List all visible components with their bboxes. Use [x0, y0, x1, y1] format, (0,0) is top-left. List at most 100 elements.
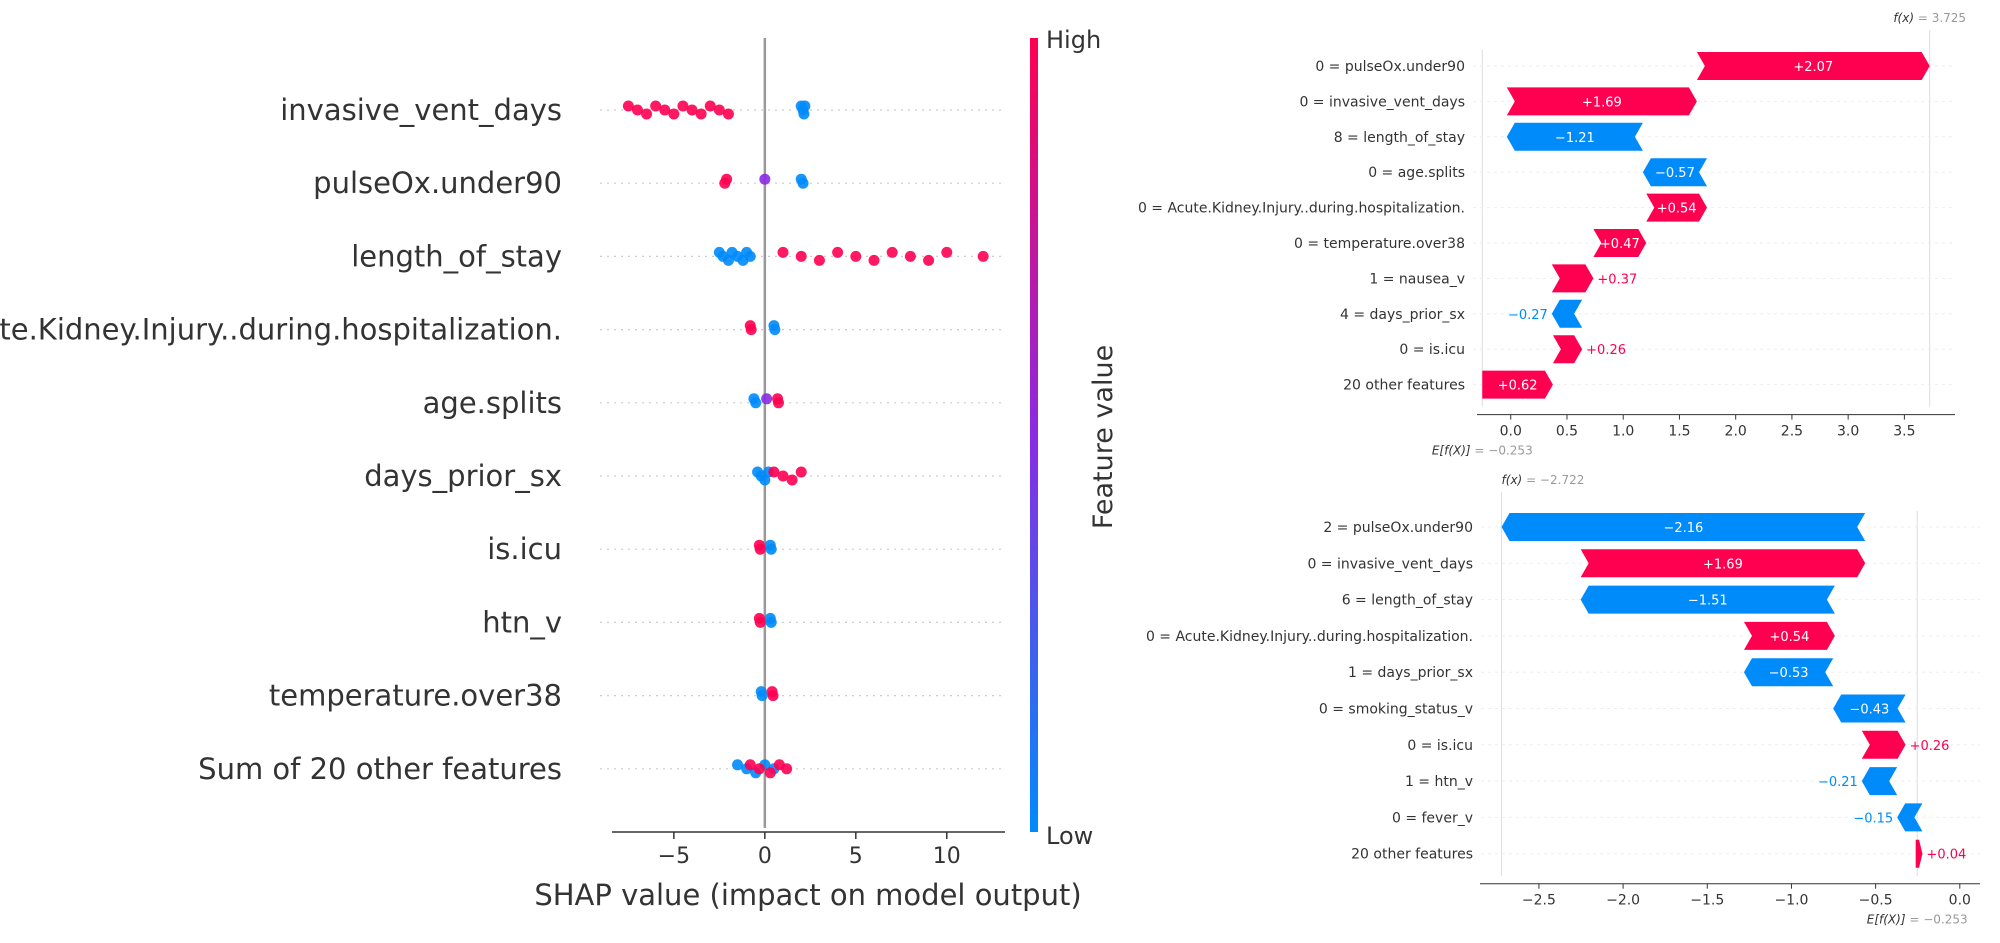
x-tick-label-2: 1.0	[1612, 424, 1634, 440]
x-tick-label-7: 3.5	[1893, 424, 1915, 440]
bar-8-length-of-stay	[1506, 122, 1643, 151]
point-temperature-over38-low-1	[756, 690, 768, 702]
row-label-1-nausea-v: 1 = nausea_v	[1369, 271, 1465, 287]
colorbar	[1030, 38, 1038, 832]
bar-value-0-age-splits: −0.57	[1655, 166, 1695, 181]
x-tick-label-3: −1.0	[1774, 893, 1808, 909]
point-invasive-vent-days-high-9	[704, 100, 716, 112]
bar-0-acute-kidney-injury-during-hospitalization	[1743, 621, 1835, 650]
feature-label-htn-v: htn_v	[482, 605, 562, 639]
point-invasive-vent-days-high-4	[659, 104, 671, 116]
bar-value-0-smoking-status-v: −0.43	[1849, 703, 1889, 718]
row-label-1-days-prior-sx: 1 = days_prior_sx	[1348, 665, 1473, 681]
point-length-of-stay-high-4	[850, 250, 862, 262]
point-length-of-stay-high-0	[777, 246, 789, 258]
x-tick-label-1: −2.0	[1606, 893, 1640, 909]
row-label-0-temperature-over38: 0 = temperature.over38	[1294, 236, 1465, 252]
bar-0-is-icu	[1552, 335, 1583, 364]
point-age-splits-mid-0	[761, 393, 773, 405]
bar-value-1-nausea-v: +0.37	[1597, 272, 1637, 287]
bar-6-length-of-stay	[1580, 585, 1835, 614]
bar-4-days-prior-sx	[1551, 299, 1583, 328]
x-tick-label-5: 0.0	[1949, 893, 1971, 909]
feature-label-invasive-vent-days: invasive_vent_days	[280, 93, 562, 127]
row-label-0-invasive-vent-days: 0 = invasive_vent_days	[1307, 556, 1473, 572]
point-length-of-stay-high-2	[813, 254, 825, 266]
bar-value-0-invasive-vent-days: +1.69	[1582, 95, 1622, 110]
row-label-4-days-prior-sx: 4 = days_prior_sx	[1340, 307, 1465, 323]
waterfall-chart-bottom: 2 = pulseOx.under90 −2.16 0 = invasive_ven…	[1146, 473, 1980, 927]
fx-label: f(x) = −2.722	[1502, 473, 1585, 487]
colorbar-low-label: Low	[1046, 822, 1093, 850]
x-tick-label-6: 3.0	[1837, 424, 1859, 440]
bar-0-is-icu	[1861, 730, 1906, 759]
bar-value-0-acute-kidney-injury-during-hospitalization: +0.54	[1770, 630, 1810, 645]
row-label-0-invasive-vent-days: 0 = invasive_vent_days	[1299, 94, 1465, 110]
row-label-6-length-of-stay: 6 = length_of_stay	[1342, 593, 1473, 609]
row-label-2-pulseox-under90: 2 = pulseOx.under90	[1323, 520, 1473, 536]
bar-value-0-acute-kidney-injury-during-hospitalization: +0.54	[1657, 202, 1697, 217]
x-tick-label-3: 10	[933, 844, 961, 869]
beeswarm-chart: invasive_vent_days pulseOx.under90 length_…	[0, 26, 1119, 912]
feature-label-pulseox-under90: pulseOx.under90	[313, 166, 562, 200]
feature-label-temperature-over38: temperature.over38	[269, 679, 562, 713]
point-is-icu-low-1	[765, 543, 777, 555]
bar-0-invasive-vent-days	[1506, 87, 1697, 116]
feature-label-days-prior-sx: days_prior_sx	[364, 459, 562, 493]
bar-value-0-is-icu: +0.26	[1586, 343, 1626, 358]
point-invasive-vent-days-low-3	[799, 100, 811, 112]
bar-1-htn-v	[1861, 767, 1898, 796]
feature-label-is-icu: is.icu	[487, 532, 562, 566]
bar-0-pulseox-under90	[1696, 52, 1930, 80]
bar-value-2-pulseox-under90: −2.16	[1663, 521, 1703, 536]
x-tick-label-2: 5	[849, 844, 863, 869]
bar-1-days-prior-sx	[1743, 658, 1834, 687]
point-temperature-over38-high-1	[767, 690, 779, 702]
bar-1-nausea-v	[1551, 264, 1594, 293]
row-label-0-smoking-status-v: 0 = smoking_status_v	[1319, 702, 1473, 718]
row-label-0-is-icu: 0 = is.icu	[1407, 738, 1473, 754]
bar-value-0-fever-v: −0.15	[1853, 811, 1893, 826]
point-invasive-vent-days-high-2	[641, 108, 653, 120]
bar-value-1-days-prior-sx: −0.53	[1769, 666, 1809, 681]
point-pulseox-under90-high-1	[719, 177, 731, 189]
point-invasive-vent-days-high-3	[650, 100, 662, 112]
fx-label: f(x) = 3.725	[1893, 11, 1966, 25]
feature-label-sum-of-20-other-features: Sum of 20 other features	[198, 752, 562, 786]
x-tick-label-1: 0	[758, 844, 772, 869]
row-label-0-acute-kidney-injury-during-hospitalization: 0 = Acute.Kidney.Injury..during.hospital…	[1146, 629, 1473, 645]
colorbar-high-label: High	[1046, 26, 1101, 54]
x-tick-label-4: 2.0	[1725, 424, 1747, 440]
x-tick-label-4: −0.5	[1859, 893, 1893, 909]
point-age-splits-low-1	[750, 397, 762, 409]
bar-0-invasive-vent-days	[1580, 549, 1866, 578]
ex-label: E[f(X)] = −0.253	[1867, 913, 1968, 927]
waterfall-chart-top: 0 = pulseOx.under90 +2.07 0 = invasive_ven…	[1138, 11, 1966, 458]
point-pulseox-under90-low-1	[797, 177, 809, 189]
point-length-of-stay-high-7	[904, 250, 916, 262]
point-days-prior-sx-high-0	[768, 466, 780, 478]
point-invasive-vent-days-high-5	[668, 108, 680, 120]
x-tick-label-3: 1.5	[1668, 424, 1690, 440]
point-invasive-vent-days-high-7	[686, 104, 698, 116]
x-tick-label-1: 0.5	[1556, 424, 1578, 440]
point-length-of-stay-high-9	[941, 246, 953, 258]
bar-value-1-htn-v: −0.21	[1818, 775, 1858, 790]
point-days-prior-sx-high-1	[777, 470, 789, 482]
x-tick-label-2: −1.5	[1690, 893, 1724, 909]
point-length-of-stay-high-10	[977, 250, 989, 262]
row-label-20-other-features: 20 other features	[1351, 847, 1473, 863]
point-length-of-stay-high-3	[832, 246, 844, 258]
bar-value-0-pulseox-under90: +2.07	[1793, 60, 1833, 75]
point-acute-kidney-injury-during-hospitalization-low-1	[769, 324, 781, 336]
bar-value-0-temperature-over38: +0.47	[1600, 237, 1640, 252]
row-label-0-pulseox-under90: 0 = pulseOx.under90	[1315, 59, 1465, 75]
point-sum-of-20-other-features-high-1	[753, 763, 765, 775]
point-invasive-vent-days-high-0	[622, 100, 634, 112]
point-days-prior-sx-high-2	[786, 474, 798, 486]
point-length-of-stay-high-5	[868, 254, 880, 266]
bar-0-smoking-status-v	[1833, 694, 1906, 723]
point-length-of-stay-high-1	[795, 250, 807, 262]
row-label-0-fever-v: 0 = fever_v	[1392, 810, 1473, 826]
